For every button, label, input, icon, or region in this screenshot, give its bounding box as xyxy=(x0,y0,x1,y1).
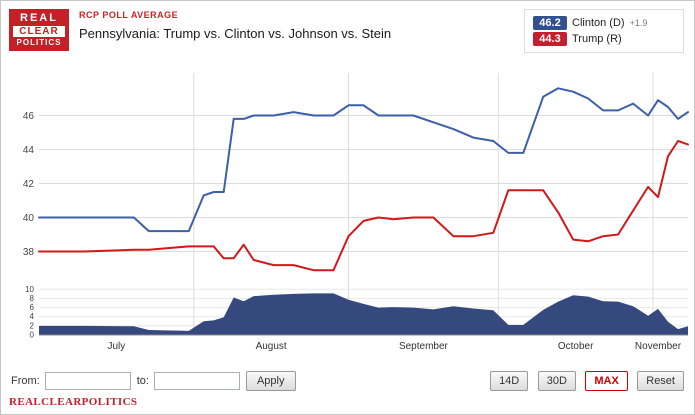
rcp-logo[interactable]: REAL CLEAR POLITICS xyxy=(9,9,69,52)
svg-text:8: 8 xyxy=(30,294,35,303)
to-date-input[interactable] xyxy=(153,372,240,390)
footer: REALCLEARPOLITICS xyxy=(1,392,694,414)
date-range-form: From: to: Apply xyxy=(11,371,296,391)
footer-brand-link[interactable]: REALCLEARPOLITICS xyxy=(9,396,138,408)
svg-text:46: 46 xyxy=(23,111,35,122)
controls-bar: From: to: Apply 14D 30D MAX Reset xyxy=(1,365,694,391)
svg-text:July: July xyxy=(107,341,125,352)
svg-text:6: 6 xyxy=(30,303,35,312)
logo-line-3: POLITICS xyxy=(16,38,62,48)
range-14d-button[interactable]: 14D xyxy=(490,371,529,391)
logo-line-2: CLEAR xyxy=(13,25,65,38)
legend-item-trump: 44.3 Trump (R) xyxy=(533,32,675,46)
to-label: to: xyxy=(136,375,149,387)
titles: RCP POLL AVERAGE Pennsylvania: Trump vs.… xyxy=(79,9,524,41)
apply-button[interactable]: Apply xyxy=(245,371,296,391)
range-buttons: 14D 30D MAX Reset xyxy=(485,371,684,391)
legend: 46.2 Clinton (D) +1.9 44.3 Trump (R) xyxy=(524,9,684,53)
kicker: RCP POLL AVERAGE xyxy=(79,10,179,20)
svg-text:September: September xyxy=(399,341,449,352)
range-30d-button[interactable]: 30D xyxy=(537,371,576,391)
trump-value-badge: 44.3 xyxy=(533,32,567,46)
svg-text:2: 2 xyxy=(30,321,35,330)
svg-text:38: 38 xyxy=(23,247,35,258)
svg-text:0: 0 xyxy=(30,331,35,340)
svg-text:40: 40 xyxy=(23,213,35,224)
from-date-input[interactable] xyxy=(44,372,131,390)
svg-text:November: November xyxy=(635,341,682,352)
svg-text:10: 10 xyxy=(25,285,34,294)
chart-area: 38 40 42 44 46 0 2 4 6 8 10 July August September Octo… xyxy=(1,65,694,365)
clinton-delta: +1.9 xyxy=(629,18,648,28)
svg-text:42: 42 xyxy=(23,179,35,190)
svg-text:October: October xyxy=(558,341,594,352)
legend-item-clinton: 46.2 Clinton (D) +1.9 xyxy=(533,16,675,30)
trump-label: Trump (R) xyxy=(572,33,622,45)
page-title: Pennsylvania: Trump vs. Clinton vs. John… xyxy=(79,26,392,41)
header: REAL CLEAR POLITICS RCP POLL AVERAGE Pen… xyxy=(1,1,694,65)
svg-text:August: August xyxy=(256,341,287,352)
logo-line-1: REAL xyxy=(20,12,58,24)
svg-text:4: 4 xyxy=(30,312,35,321)
from-label: From: xyxy=(11,375,40,387)
reset-button[interactable]: Reset xyxy=(637,371,684,391)
clinton-value-badge: 46.2 xyxy=(533,16,567,30)
clinton-label: Clinton (D) xyxy=(572,17,625,29)
range-max-button[interactable]: MAX xyxy=(585,371,628,391)
svg-text:44: 44 xyxy=(23,145,35,156)
